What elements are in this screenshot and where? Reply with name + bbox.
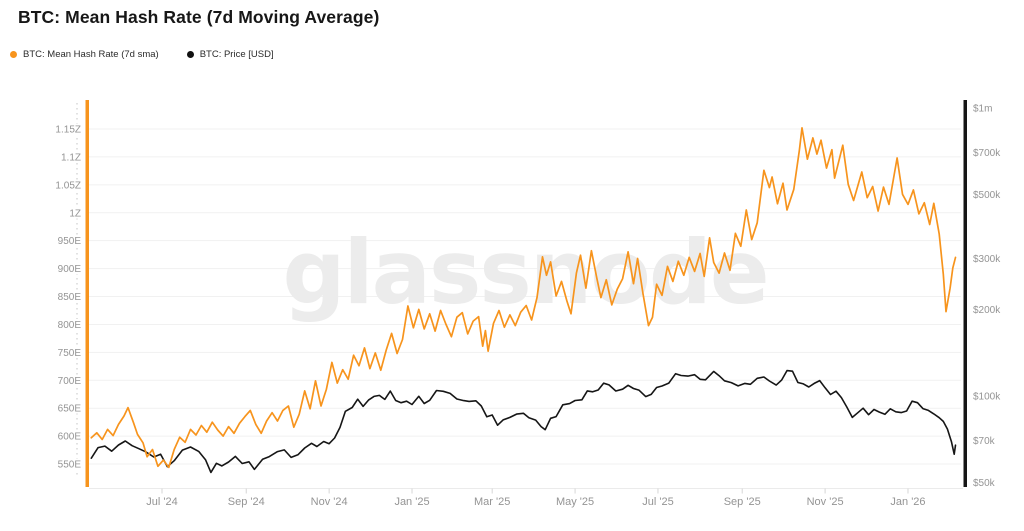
legend: BTC: Mean Hash Rate (7d sma) BTC: Price [… — [10, 49, 274, 60]
right-axis-bar — [963, 100, 967, 487]
x-axis-label: Jul '24 — [146, 496, 177, 508]
left-axis-label: 850E — [58, 292, 82, 303]
right-axis-label: $700k — [973, 148, 1001, 159]
x-axis-label: Nov '25 — [807, 496, 844, 508]
x-axis-label: Jan '25 — [394, 496, 429, 508]
x-axis-label: Mar '25 — [474, 496, 510, 508]
left-axis-label: 1.05Z — [55, 180, 81, 191]
legend-label: BTC: Price [USD] — [199, 49, 274, 60]
left-axis-label: 550E — [58, 460, 82, 471]
right-axis-label: $500k — [973, 190, 1001, 201]
right-axis: $1m $700k $500k $300k $200k $100k $70k $50k — [973, 104, 1001, 490]
x-axis-label: May '25 — [556, 496, 594, 508]
left-axis: 1.15Z 1.1Z 1.05Z 1Z 950E 900E 850E 800E 750E 700E… — [53, 123, 83, 473]
left-axis-label: 600E — [58, 432, 82, 443]
glassnode-watermark: glassnode — [282, 221, 767, 324]
gridlines — [89, 128, 961, 465]
left-axis-label: 900E — [58, 264, 82, 275]
left-axis-label: 750E — [58, 348, 82, 359]
x-axis: Jul '24 Sep '24 Nov '24 Jan '25 Mar '25 May '… — [146, 488, 926, 508]
right-axis-label: $1m — [973, 104, 992, 115]
left-axis-label: 650E — [58, 404, 82, 415]
left-axis-label: 1Z — [69, 208, 81, 219]
left-axis-label: 800E — [58, 320, 82, 331]
right-axis-label: $200k — [973, 305, 1001, 316]
left-axis-bar — [85, 100, 89, 487]
right-axis-label: $100k — [973, 392, 1001, 403]
left-axis-label: 1.15Z — [55, 125, 81, 136]
legend-dot-icon — [186, 51, 194, 58]
x-axis-label: Sep '24 — [228, 496, 265, 508]
left-axis-label: 700E — [58, 376, 82, 387]
legend-label: BTC: Mean Hash Rate (7d sma) — [23, 49, 159, 60]
x-axis-label: Sep '25 — [724, 496, 761, 508]
right-axis-label: $70k — [973, 436, 996, 447]
page-title: BTC: Mean Hash Rate (7d Moving Average) — [18, 7, 380, 27]
x-axis-label: Jul '25 — [642, 496, 673, 508]
price-series-line[interactable] — [90, 369, 957, 474]
right-axis-label: $300k — [973, 254, 1001, 265]
legend-dot-icon — [10, 51, 17, 58]
x-axis-label: Nov '24 — [311, 496, 348, 508]
legend-item-1[interactable]: BTC: Price [USD] — [186, 49, 274, 60]
hashrate-series-line[interactable] — [90, 127, 957, 469]
legend-item-0[interactable]: BTC: Mean Hash Rate (7d sma) — [10, 49, 159, 60]
right-axis-label: $50k — [973, 478, 996, 489]
left-axis-label: 1.1Z — [61, 152, 81, 163]
x-axis-label: Jan '26 — [890, 496, 925, 508]
left-axis-label: 950E — [58, 236, 82, 247]
